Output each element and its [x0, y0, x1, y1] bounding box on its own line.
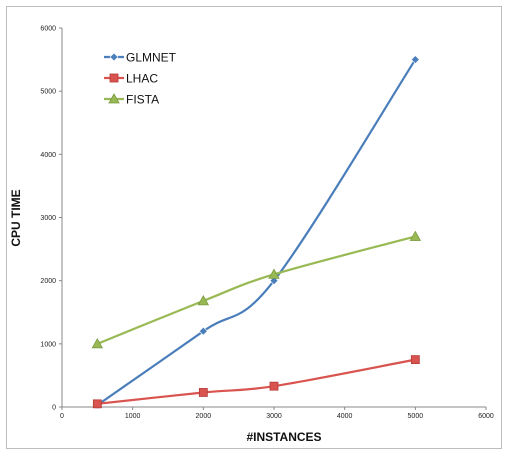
x-axis-ticks: 0 1000 2000 3000 4000 5000 6000 [60, 407, 494, 420]
legend-marker-lhac [109, 73, 119, 83]
x-axis-label: #INSTANCES [246, 430, 321, 444]
series-fista [91, 230, 422, 349]
x-tick-label: 2000 [196, 413, 212, 420]
legend-marker-fista [108, 93, 120, 104]
data-point-fista [409, 230, 422, 241]
y-tick-label: 3000 [40, 215, 56, 222]
legend: GLMNET LHAC FISTA [104, 51, 177, 107]
legend-item-glmnet: GLMNET [104, 51, 177, 65]
y-tick-label: 0 [52, 405, 56, 412]
series-line-fista [96, 235, 416, 345]
chart-frame [6, 6, 502, 449]
legend-label-glmnet: GLMNET [126, 51, 177, 65]
x-tick-label: 1000 [125, 413, 141, 420]
series-glmnet [92, 55, 420, 410]
x-tick-label: 6000 [478, 413, 494, 420]
data-point-lhac [410, 355, 420, 365]
legend-item-lhac: LHAC [104, 72, 158, 86]
legend-label-lhac: LHAC [126, 72, 158, 86]
y-tick-label: 5000 [40, 89, 56, 96]
data-point-fista [197, 295, 210, 306]
data-point-fista [91, 338, 104, 349]
series-lhac [92, 355, 420, 409]
x-tick-label: 4000 [337, 413, 353, 420]
series-line-glmnet [96, 58, 417, 407]
x-tick-label: 5000 [408, 413, 424, 420]
y-tick-label: 4000 [40, 152, 56, 159]
data-point-glmnet [198, 326, 208, 336]
series-line-lhac [97, 358, 416, 405]
data-point-lhac [198, 388, 208, 397]
legend-item-fista: FISTA [104, 93, 159, 107]
y-tick-label: 2000 [40, 278, 56, 285]
y-tick-label: 1000 [40, 341, 56, 348]
y-axis-ticks: 0 1000 2000 3000 4000 5000 6000 [40, 26, 62, 412]
legend-label-fista: FISTA [126, 93, 159, 107]
x-tick-label: 0 [60, 413, 64, 420]
data-point-lhac [92, 399, 102, 409]
legend-marker-glmnet [109, 52, 119, 62]
y-tick-label: 6000 [40, 26, 56, 33]
data-point-glmnet [410, 55, 420, 65]
y-axis-label: CPU TIME [9, 189, 23, 246]
data-point-lhac [269, 381, 279, 391]
series-layer [91, 55, 422, 410]
x-tick-label: 3000 [266, 413, 282, 420]
data-point-fista [268, 268, 280, 279]
